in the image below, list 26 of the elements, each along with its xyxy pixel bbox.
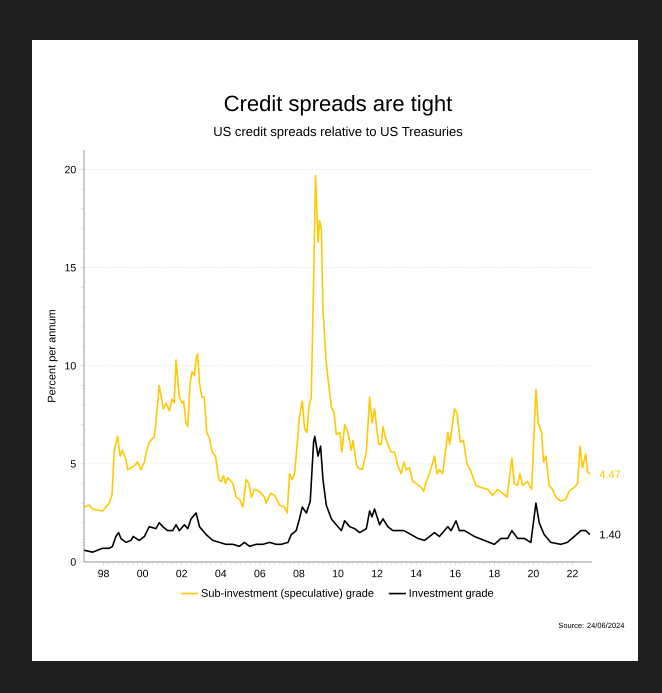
x-tick-label: 06 — [254, 570, 266, 578]
annotation: 1.40 — [600, 530, 620, 538]
x-tick-label: 16 — [450, 570, 461, 578]
annotation: 4.47 — [600, 470, 620, 478]
y-tick-label: 20 — [65, 166, 76, 174]
x-tick-label: 18 — [489, 570, 500, 578]
x-tick-label: 12 — [372, 570, 382, 578]
y-tick-label: 0 — [70, 558, 76, 566]
x-tick-label: 20 — [528, 570, 539, 578]
x-tick-label: 04 — [215, 570, 226, 578]
x-tick-label: 22 — [567, 570, 578, 578]
y-tick-label: 5 — [70, 460, 76, 468]
chart-subtitle: US credit spreads relative to US Treasuries — [214, 126, 462, 139]
x-tick-label: 10 — [332, 570, 344, 578]
legend-label: Investment grade — [410, 588, 494, 600]
x-tick-label: 98 — [98, 570, 109, 578]
x-tick-label: 14 — [411, 570, 422, 578]
y-tick-label: 15 — [65, 264, 76, 272]
line-series — [83, 174, 591, 514]
legend-label: Sub-investment (speculative) grade — [201, 588, 374, 600]
chart-title: Credit spreads are tight — [224, 95, 452, 116]
x-tick-label: 08 — [293, 570, 304, 578]
y-tick-label: 10 — [65, 362, 76, 370]
x-tick-label: 02 — [176, 570, 187, 578]
y-axis-title: Percent per annum — [48, 310, 58, 402]
x-tick-label: 00 — [137, 570, 148, 578]
